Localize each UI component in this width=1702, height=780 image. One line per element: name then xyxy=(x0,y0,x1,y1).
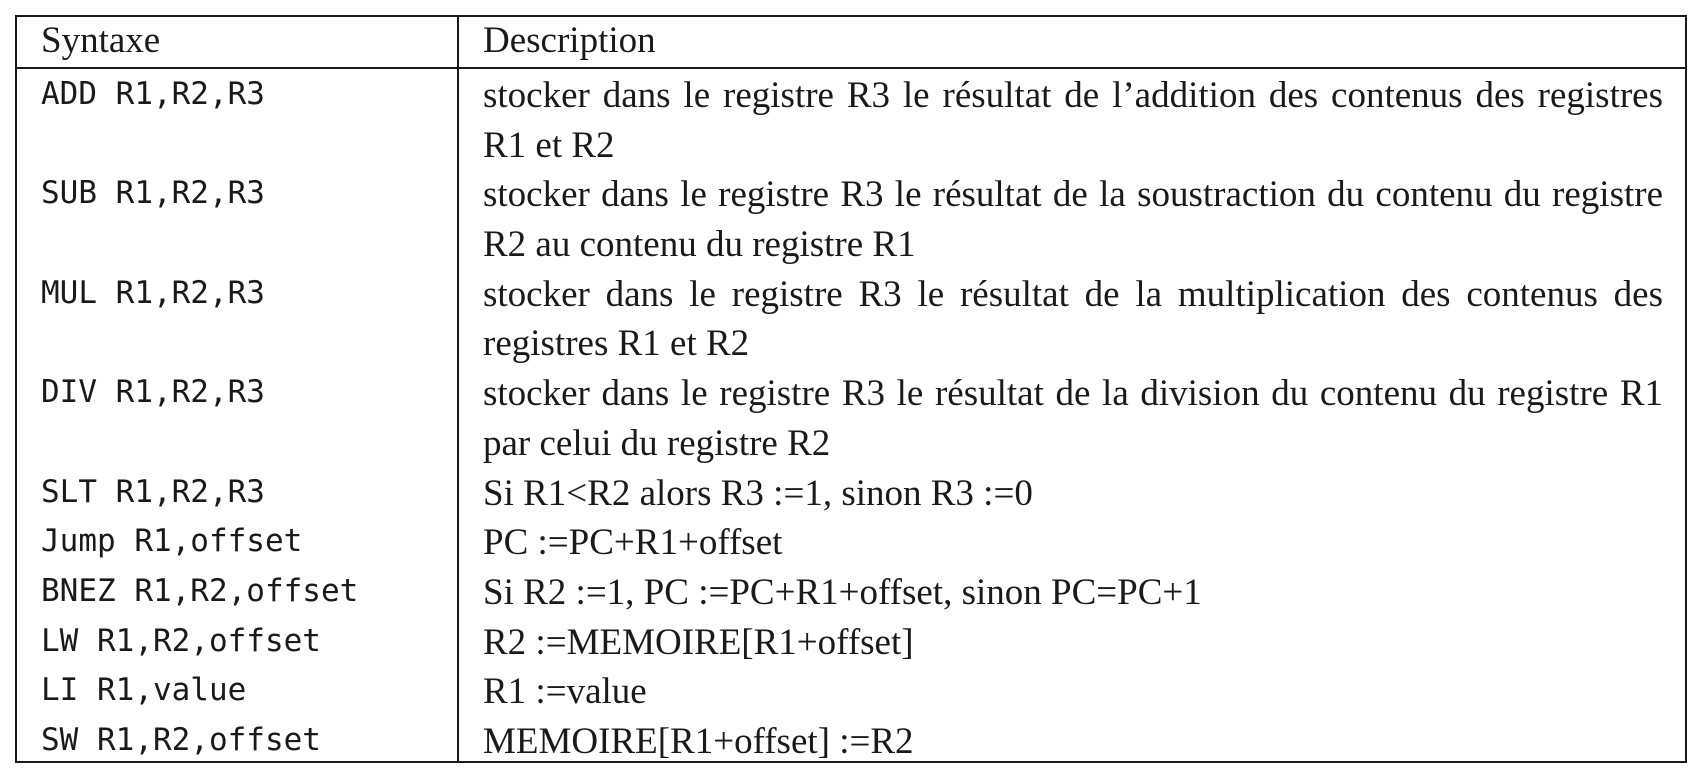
table-row: LI R1,value R1 :=value xyxy=(17,665,1685,715)
table-row: Jump R1,offset PC :=PC+R1+offset xyxy=(17,516,1685,566)
instruction-table: Syntaxe Description ADD R1,R2,R3 stocker… xyxy=(15,15,1687,763)
header-divider xyxy=(17,67,1685,69)
column-divider xyxy=(457,17,459,761)
header-syntax: Syntaxe xyxy=(41,20,161,61)
table-row: SLT R1,R2,R3 Si R1<R2 alors R3 :=1, sino… xyxy=(17,467,1685,517)
table-row: MUL R1,R2,R3 stocker dans le registre R3… xyxy=(17,268,1685,367)
instruction-syntax: ADD R1,R2,R3 xyxy=(41,76,265,112)
instruction-syntax: MUL R1,R2,R3 xyxy=(41,274,265,311)
instruction-syntax: Jump R1,offset xyxy=(41,523,303,560)
instruction-description: stocker dans le registre R3 le résultat … xyxy=(483,373,1663,464)
instruction-description: Si R2 :=1, PC :=PC+R1+offset, sinon PC=P… xyxy=(483,571,1202,613)
instruction-description: R1 :=value xyxy=(483,671,647,713)
instruction-syntax: SUB R1,R2,R3 xyxy=(41,175,265,212)
table-row: SUB R1,R2,R3 stocker dans le registre R3… xyxy=(17,168,1685,267)
table-body: ADD R1,R2,R3 stocker dans le registre R3… xyxy=(17,69,1685,765)
instruction-description: R2 :=MEMOIRE[R1+offset] xyxy=(483,621,914,663)
instruction-syntax: SLT R1,R2,R3 xyxy=(41,473,265,510)
table-row: BNEZ R1,R2,offset Si R2 :=1, PC :=PC+R1+… xyxy=(17,566,1685,616)
instruction-syntax: BNEZ R1,R2,offset xyxy=(41,572,359,609)
instruction-description: Si R1<R2 alors R3 :=1, sinon R3 :=0 xyxy=(483,472,1033,514)
table-row: LW R1,R2,offset R2 :=MEMOIRE[R1+offset] xyxy=(17,616,1685,666)
instruction-description: PC :=PC+R1+offset xyxy=(483,522,783,564)
instruction-syntax: SW R1,R2,offset xyxy=(41,722,321,758)
instruction-description: stocker dans le registre R3 le résultat … xyxy=(483,174,1663,266)
table-row: ADD R1,R2,R3 stocker dans le registre R3… xyxy=(17,69,1685,168)
instruction-syntax: LW R1,R2,offset xyxy=(41,622,321,659)
instruction-description: MEMOIRE[R1+offset] :=R2 xyxy=(483,721,914,762)
instruction-description: stocker dans le registre R3 le résultat … xyxy=(483,75,1663,166)
instruction-syntax: DIV R1,R2,R3 xyxy=(41,374,265,411)
table-row: DIV R1,R2,R3 stocker dans le registre R3… xyxy=(17,367,1685,466)
table-row: SW R1,R2,offset MEMOIRE[R1+offset] :=R2 xyxy=(17,715,1685,765)
instruction-syntax: LI R1,value xyxy=(41,672,247,709)
header-description: Description xyxy=(483,20,656,61)
instruction-description: stocker dans le registre R3 le résultat … xyxy=(483,273,1663,365)
